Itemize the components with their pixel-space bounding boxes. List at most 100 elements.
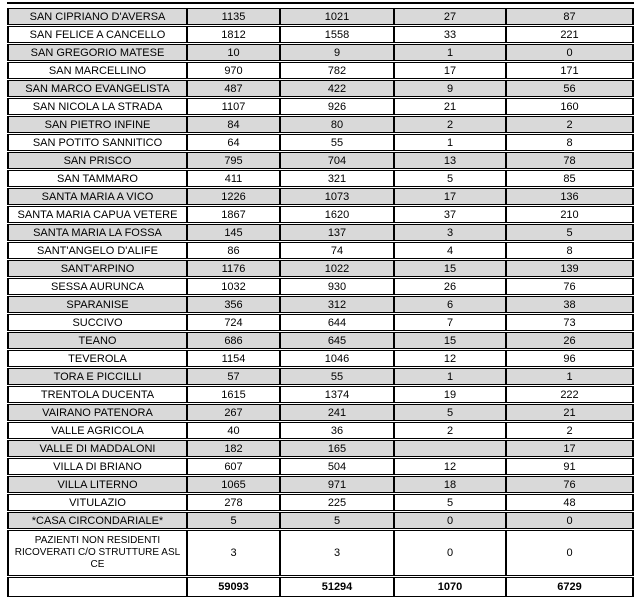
municipality-name-cell: SAN CIPRIANO D'AVERSA [7, 8, 188, 25]
table-row: VILLA LITERNO 1065 971 18 76 [7, 476, 634, 493]
table-row: SAN POTITO SANNITICO 64 55 1 8 [7, 134, 634, 151]
value-cell: 160 [507, 98, 634, 115]
value-cell: 1073 [281, 188, 395, 205]
value-cell: 1022 [281, 260, 395, 277]
value-cell: 278 [188, 494, 281, 511]
value-cell: 0 [507, 512, 634, 529]
table-body: SAN CIPRIANO D'AVERSA 1135 1021 27 87 SAN FEL… [7, 8, 634, 597]
value-cell: 2 [507, 422, 634, 439]
table-row: TEANO 686 645 15 26 [7, 332, 634, 349]
value-cell: 0 [507, 530, 634, 576]
value-cell: 1107 [188, 98, 281, 115]
table-row: SANT'ARPINO 1176 1022 15 139 [7, 260, 634, 277]
value-cell: 15 [395, 260, 507, 277]
municipality-name-cell: SAN TAMMARO [7, 170, 188, 187]
value-cell: 5 [507, 224, 634, 241]
value-cell: 137 [281, 224, 395, 241]
table-row: SAN TAMMARO 411 321 5 85 [7, 170, 634, 187]
value-cell: 504 [281, 458, 395, 475]
value-cell: 210 [507, 206, 634, 223]
value-cell: 1374 [281, 386, 395, 403]
value-cell: 10 [188, 44, 281, 61]
municipality-name-cell: SAN MARCELLINO [7, 62, 188, 79]
value-cell: 1176 [188, 260, 281, 277]
table-row: VALLE AGRICOLA 40 36 2 2 [7, 422, 634, 439]
municipality-name-cell: SUCCIVO [7, 314, 188, 331]
value-cell: 3 [281, 530, 395, 576]
table-row: SAN MARCELLINO 970 782 17 171 [7, 62, 634, 79]
value-cell: 96 [507, 350, 634, 367]
table-row: SAN PRISCO 795 704 13 78 [7, 152, 634, 169]
value-cell: 19 [395, 386, 507, 403]
value-cell: 724 [188, 314, 281, 331]
value-cell: 139 [507, 260, 634, 277]
value-cell: 782 [281, 62, 395, 79]
value-cell: 926 [281, 98, 395, 115]
value-cell: 1065 [188, 476, 281, 493]
value-cell: 1135 [188, 8, 281, 25]
value-cell: 1867 [188, 206, 281, 223]
table-row: VITULAZIO 278 225 5 48 [7, 494, 634, 511]
value-cell: 87 [507, 8, 634, 25]
value-cell: 76 [507, 278, 634, 295]
value-cell: 15 [395, 332, 507, 349]
value-cell: 4 [395, 242, 507, 259]
municipality-name-cell: *CASA CIRCONDARIALE* [7, 512, 188, 529]
value-cell: 1812 [188, 26, 281, 43]
value-cell: 411 [188, 170, 281, 187]
municipality-name-cell: SAN MARCO EVANGELISTA [7, 80, 188, 97]
municipality-name-cell: SAN PIETRO INFINE [7, 116, 188, 133]
municipality-name-cell: SESSA AURUNCA [7, 278, 188, 295]
value-cell: 136 [507, 188, 634, 205]
value-cell: 27 [395, 8, 507, 25]
municipality-name-cell: VALLE DI MADDALONI [7, 440, 188, 457]
municipality-name-cell: SAN GREGORIO MATESE [7, 44, 188, 61]
municipality-name-cell: VILLA LITERNO [7, 476, 188, 493]
value-cell: 1 [395, 368, 507, 385]
table-row: SANTA MARIA A VICO 1226 1073 17 136 [7, 188, 634, 205]
table-top-border [7, 2, 634, 4]
municipality-name-cell: VILLA DI BRIANO [7, 458, 188, 475]
value-cell: 607 [188, 458, 281, 475]
value-cell: 37 [395, 206, 507, 223]
municipality-name-cell: SANT'ANGELO D'ALIFE [7, 242, 188, 259]
value-cell: 74 [281, 242, 395, 259]
value-cell: 1 [395, 134, 507, 151]
table-row: VALLE DI MADDALONI 182 165 17 [7, 440, 634, 457]
value-cell: 356 [188, 296, 281, 313]
municipality-name-cell: SAN FELICE A CANCELLO [7, 26, 188, 43]
value-cell: 55 [281, 368, 395, 385]
value-cell: 171 [507, 62, 634, 79]
municipality-name-cell: TRENTOLA DUCENTA [7, 386, 188, 403]
total-value-cell: 6729 [507, 577, 634, 597]
value-cell: 1558 [281, 26, 395, 43]
value-cell: 26 [507, 332, 634, 349]
table-row: TRENTOLA DUCENTA 1615 1374 19 222 [7, 386, 634, 403]
value-cell: 9 [281, 44, 395, 61]
value-cell: 644 [281, 314, 395, 331]
value-cell: 26 [395, 278, 507, 295]
value-cell: 12 [395, 458, 507, 475]
value-cell: 55 [281, 134, 395, 151]
value-cell: 795 [188, 152, 281, 169]
value-cell: 76 [507, 476, 634, 493]
value-cell: 5 [395, 494, 507, 511]
total-value-cell: 59093 [188, 577, 281, 597]
municipality-name-cell: SANTA MARIA LA FOSSA [7, 224, 188, 241]
value-cell: 8 [507, 134, 634, 151]
value-cell: 1021 [281, 8, 395, 25]
value-cell: 6 [395, 296, 507, 313]
table-row: SANT'ANGELO D'ALIFE 86 74 4 8 [7, 242, 634, 259]
municipality-name-cell: VALLE AGRICOLA [7, 422, 188, 439]
table-row: PAZIENTI NON RESIDENTI RICOVERATI C/O ST… [7, 530, 634, 576]
value-cell: 1 [507, 368, 634, 385]
municipality-name-cell: SANT'ARPINO [7, 260, 188, 277]
value-cell: 1615 [188, 386, 281, 403]
value-cell: 9 [395, 80, 507, 97]
value-cell: 0 [395, 530, 507, 576]
value-cell: 165 [281, 440, 395, 457]
value-cell: 2 [395, 116, 507, 133]
municipality-name-cell: PAZIENTI NON RESIDENTI RICOVERATI C/O ST… [7, 530, 188, 576]
value-cell: 241 [281, 404, 395, 421]
